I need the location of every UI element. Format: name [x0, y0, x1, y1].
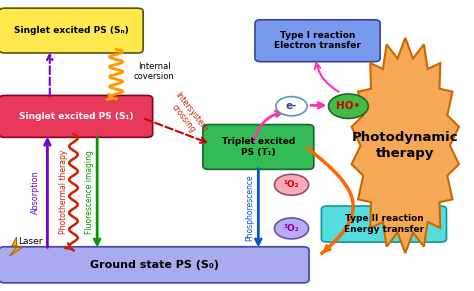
Text: Absorption: Absorption	[31, 170, 40, 214]
Circle shape	[274, 218, 309, 239]
Text: Triplet excited
PS (T₁): Triplet excited PS (T₁)	[222, 137, 295, 157]
Polygon shape	[352, 38, 459, 253]
Text: HO•: HO•	[337, 101, 360, 111]
Polygon shape	[9, 237, 22, 256]
Circle shape	[274, 174, 309, 195]
FancyBboxPatch shape	[0, 8, 143, 53]
Text: Type II reaction
Energy transfer: Type II reaction Energy transfer	[344, 214, 424, 234]
Text: Laser: Laser	[18, 237, 43, 246]
Text: Fluorescence imaging: Fluorescence imaging	[85, 150, 93, 234]
Text: Ground state PS (S₀): Ground state PS (S₀)	[90, 260, 219, 270]
Text: Photothermal therapy: Photothermal therapy	[60, 150, 68, 234]
Text: Photodynamic
therapy: Photodynamic therapy	[352, 132, 458, 159]
Text: Intersystem
crossing: Intersystem crossing	[165, 90, 210, 140]
Text: Singlet excited PS (S₁): Singlet excited PS (S₁)	[18, 112, 133, 121]
FancyBboxPatch shape	[203, 125, 314, 169]
Text: Singlet excited PS (Sₙ): Singlet excited PS (Sₙ)	[14, 26, 128, 35]
Text: Internal
coversion: Internal coversion	[134, 62, 174, 81]
Text: Type I reaction
Electron transfer: Type I reaction Electron transfer	[274, 31, 361, 50]
Circle shape	[276, 97, 307, 116]
Circle shape	[328, 94, 368, 118]
FancyBboxPatch shape	[321, 206, 447, 242]
FancyBboxPatch shape	[0, 95, 153, 137]
FancyBboxPatch shape	[255, 20, 380, 62]
Text: ³O₂: ³O₂	[283, 224, 300, 233]
Text: Phosphorescence: Phosphorescence	[246, 175, 254, 241]
FancyBboxPatch shape	[0, 247, 309, 283]
Text: e-: e-	[286, 101, 297, 111]
Text: ¹O₂: ¹O₂	[284, 180, 299, 189]
